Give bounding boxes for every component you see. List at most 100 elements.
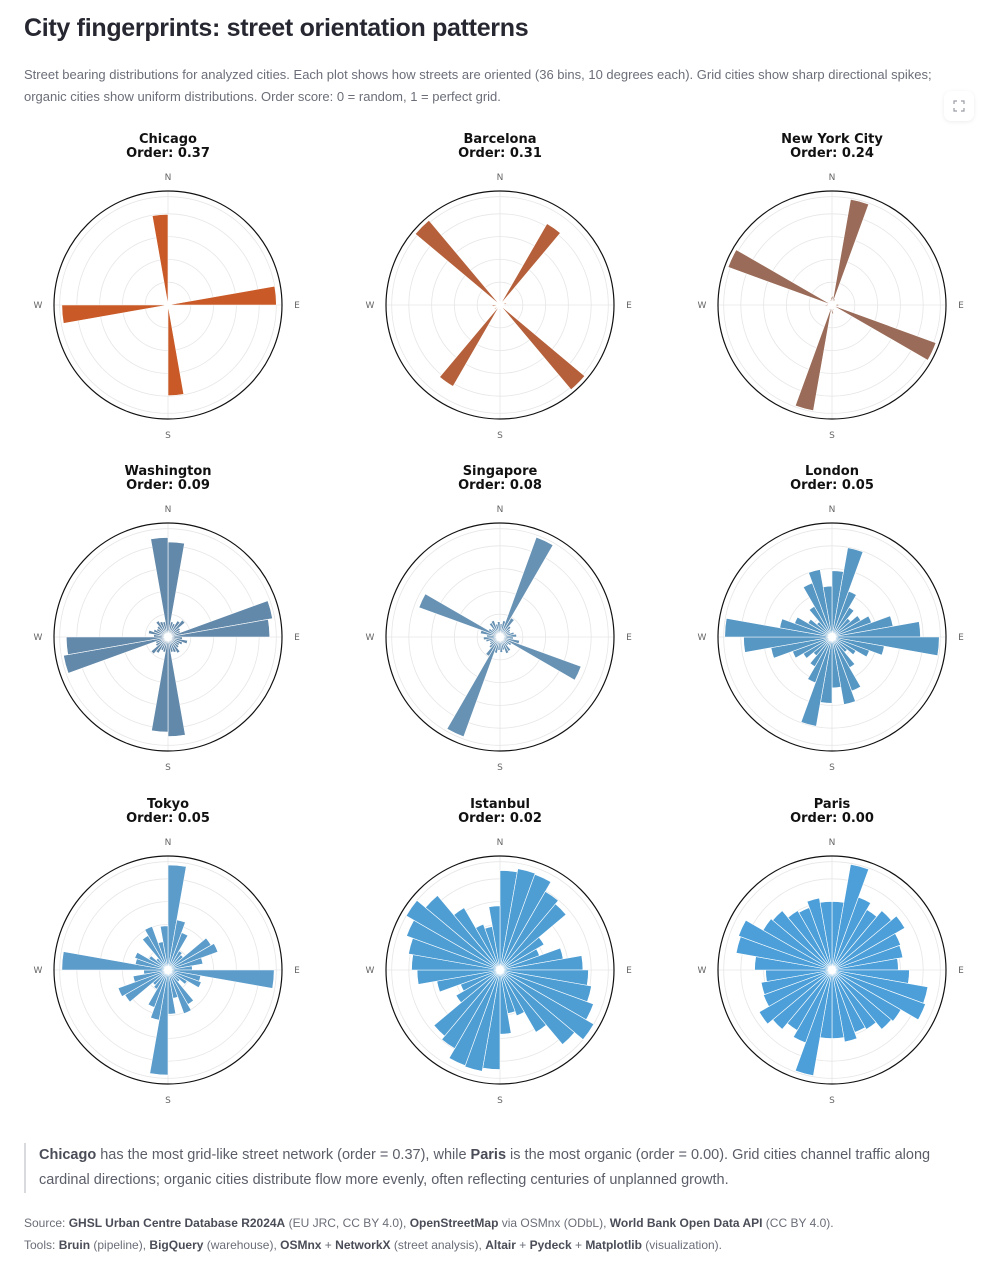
source-name: World Bank Open Data API	[609, 1216, 763, 1230]
bearing-bar	[760, 969, 833, 995]
compass-label-n: N	[165, 173, 172, 183]
bearing-bar	[425, 895, 501, 971]
bearing-bar	[65, 636, 169, 656]
bearing-bar	[831, 304, 937, 361]
bearing-bar	[167, 636, 186, 737]
bearing-bar	[167, 969, 192, 1015]
compass-label-e: E	[958, 301, 964, 311]
summary-callout: Chicago has the most grid-like street ne…	[24, 1143, 954, 1193]
polar-frame	[385, 190, 615, 420]
bearing-bar	[159, 621, 169, 638]
bearing-bar	[439, 304, 501, 387]
bearing-bar	[151, 214, 169, 306]
tools-name: Matplotlib	[585, 1238, 642, 1252]
chart-city-name: Tokyo	[147, 797, 189, 812]
bearing-bar	[433, 969, 501, 1037]
bearing-bar	[155, 620, 169, 638]
bearing-bar	[117, 969, 169, 997]
compass-label-s: S	[829, 431, 835, 441]
bearing-bar	[167, 618, 271, 638]
compass-label-e: E	[294, 301, 300, 311]
bearing-bar	[499, 304, 586, 391]
compass-label-s: S	[165, 763, 171, 773]
bearing-bar	[809, 636, 833, 668]
compass-label-n: N	[829, 505, 836, 515]
bearing-bar	[150, 636, 169, 655]
bearing-bar	[499, 936, 545, 971]
bearing-bar	[738, 919, 833, 971]
compass-label-s: S	[497, 431, 503, 441]
bearing-bar	[792, 969, 833, 1044]
chart-city-name: Chicago	[139, 132, 197, 147]
polar-frame	[53, 522, 283, 752]
chart-order-score: Order: 0.02	[458, 811, 542, 826]
summary-city-min: Paris	[470, 1147, 507, 1163]
bearing-bar	[134, 951, 169, 971]
bearing-bar	[167, 969, 202, 989]
source-name: GHSL Urban Centre Database R2024A	[68, 1216, 286, 1230]
bearing-bar	[794, 969, 833, 1076]
bearing-bar	[831, 636, 857, 656]
tools-name: Pydeck	[529, 1238, 572, 1252]
bearing-bar	[499, 969, 547, 1033]
bearing-bar	[831, 945, 904, 971]
chart-order-score: Order: 0.08	[458, 478, 542, 493]
chart-city-name: Singapore	[463, 464, 538, 479]
tools-line: Tools: Bruin (pipeline), BigQuery (wareh…	[24, 1238, 722, 1252]
bearing-bar	[167, 957, 204, 971]
chart-order-score: Order: 0.24	[790, 146, 874, 161]
compass-label-w: W	[366, 966, 375, 976]
tools-name: NetworkX	[335, 1238, 391, 1252]
compass-label-w: W	[698, 301, 707, 311]
page-title: City fingerprints: street orientation pa…	[24, 14, 529, 42]
source-name: OpenStreetMap	[409, 1216, 499, 1230]
bearing-bar	[167, 969, 188, 985]
compass-label-s: S	[497, 1096, 503, 1106]
bearing-bar	[441, 969, 501, 1049]
chart-order-score: Order: 0.05	[790, 478, 874, 493]
chart-city-name: Barcelona	[463, 132, 536, 147]
compass-label-e: E	[626, 633, 632, 643]
chart-order-score: Order: 0.05	[126, 811, 210, 826]
chart-city-name: London	[805, 464, 859, 479]
bearing-bar	[167, 285, 277, 306]
bearing-bar	[147, 969, 169, 1008]
bearing-bar	[772, 910, 833, 971]
bearing-bar	[831, 636, 856, 705]
chart-city-name: Washington	[124, 464, 211, 479]
source-footer: Source: GHSL Urban Centre Database R2024…	[24, 1212, 964, 1256]
bearing-bar	[499, 903, 567, 971]
bearing-bar	[794, 616, 833, 638]
bearing-bar	[61, 304, 169, 324]
bearing-bar	[167, 943, 219, 971]
compass-label-w: W	[34, 633, 43, 643]
bearing-bar	[806, 897, 833, 971]
bearing-bar	[150, 537, 169, 638]
chart-order-score: Order: 0.00	[790, 811, 874, 826]
bearing-bar	[763, 969, 833, 1007]
bearing-bar	[414, 219, 501, 306]
bearing-bar	[831, 915, 906, 971]
chart-city-name: Istanbul	[470, 797, 530, 812]
bearing-bar	[831, 969, 877, 1030]
source-line: Source: GHSL Urban Centre Database R2024…	[24, 1216, 834, 1230]
compass-label-s: S	[829, 763, 835, 773]
polar-frame	[53, 855, 283, 1085]
chart-city-name: New York City	[781, 132, 883, 147]
bearing-bar	[831, 933, 901, 971]
bearing-bar	[808, 569, 833, 638]
bearing-bar	[499, 969, 575, 1045]
fullscreen-icon	[953, 100, 965, 112]
fullscreen-button[interactable]	[944, 91, 974, 121]
compass-label-e: E	[626, 301, 632, 311]
bearing-bar	[499, 633, 517, 638]
bearing-bar	[167, 619, 186, 638]
compass-label-s: S	[829, 1096, 835, 1106]
chart-order-score: Order: 0.31	[458, 146, 542, 161]
